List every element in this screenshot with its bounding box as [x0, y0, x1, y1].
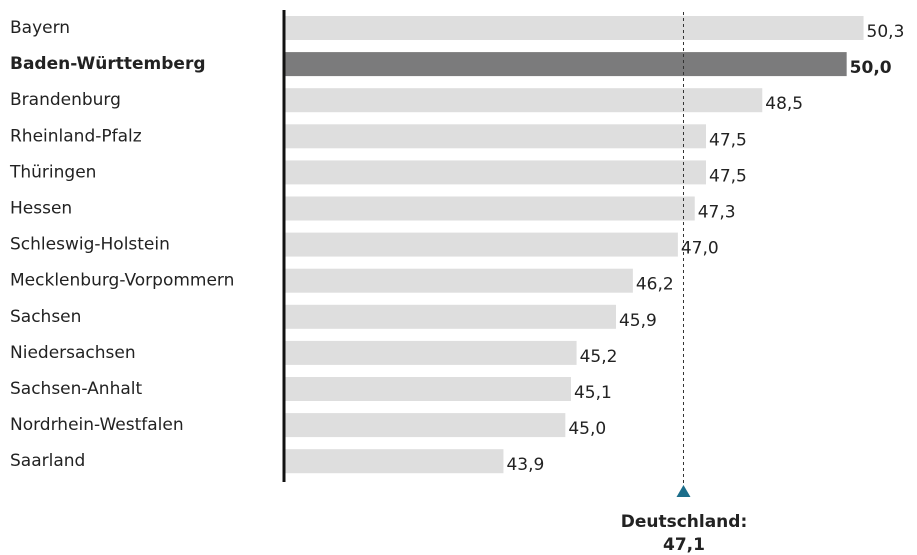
bar: [284, 413, 566, 438]
reference-marker: [676, 485, 691, 497]
value-label: 47,5: [709, 130, 747, 150]
category-label: Saarland: [10, 451, 85, 471]
bar: [284, 232, 678, 257]
value-label: 50,3: [867, 22, 905, 42]
value-label: 45,9: [619, 311, 657, 331]
category-label: Rheinland-Pfalz: [10, 126, 142, 146]
reference-label: Deutschland:: [621, 512, 748, 532]
value-label: 47,5: [709, 166, 747, 186]
bar: [284, 268, 633, 293]
value-label: 50,0: [850, 58, 892, 78]
category-label: Sachsen-Anhalt: [10, 379, 142, 399]
value-label: 43,9: [506, 455, 544, 475]
reference-value: 47,1: [663, 535, 705, 555]
category-label: Thüringen: [9, 162, 96, 182]
category-label: Baden-Württemberg: [10, 54, 206, 74]
value-label: 45,0: [568, 419, 606, 439]
value-label: 45,2: [580, 347, 618, 367]
category-label: Nordrhein-Westfalen: [10, 415, 184, 435]
category-label: Sachsen: [10, 307, 81, 327]
category-label: Mecklenburg-Vorpommern: [10, 271, 234, 291]
value-label: 45,1: [574, 383, 612, 403]
value-label: 47,0: [681, 239, 719, 259]
bar: [284, 196, 695, 221]
bar: [284, 52, 847, 77]
bar: [284, 160, 706, 185]
value-label: 47,3: [698, 203, 736, 223]
bar: [284, 16, 864, 40]
category-label: Hessen: [10, 199, 72, 219]
category-label: Niedersachsen: [10, 343, 136, 363]
bar: [284, 304, 616, 329]
value-label: 46,2: [636, 275, 674, 295]
value-label: 48,5: [765, 94, 803, 114]
category-label: Brandenburg: [10, 90, 121, 110]
bar: [284, 377, 571, 401]
bar: [284, 340, 577, 365]
category-label: Schleswig-Holstein: [10, 235, 170, 255]
category-label: Bayern: [10, 18, 70, 38]
bar: [284, 124, 706, 149]
bar: [284, 88, 763, 113]
bar: [284, 449, 504, 474]
